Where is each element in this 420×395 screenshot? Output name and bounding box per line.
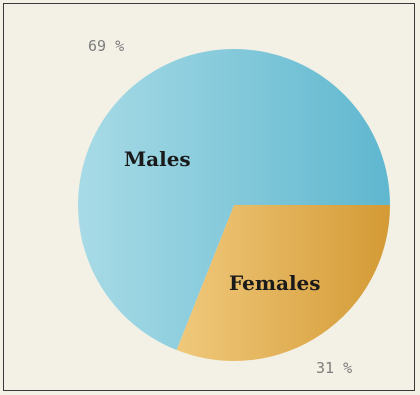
chart-frame: 69 % 31 % Males Females	[3, 3, 415, 391]
percent-label-females: 31 %	[316, 359, 352, 377]
slice-label-males: Males	[124, 147, 191, 171]
pie-chart: 69 % 31 % Males Females	[78, 37, 390, 377]
slice-label-females: Females	[229, 271, 321, 295]
percent-label-males: 69 %	[88, 37, 124, 55]
pie-slice-females	[176, 205, 390, 361]
pie-slice-males	[78, 49, 390, 351]
